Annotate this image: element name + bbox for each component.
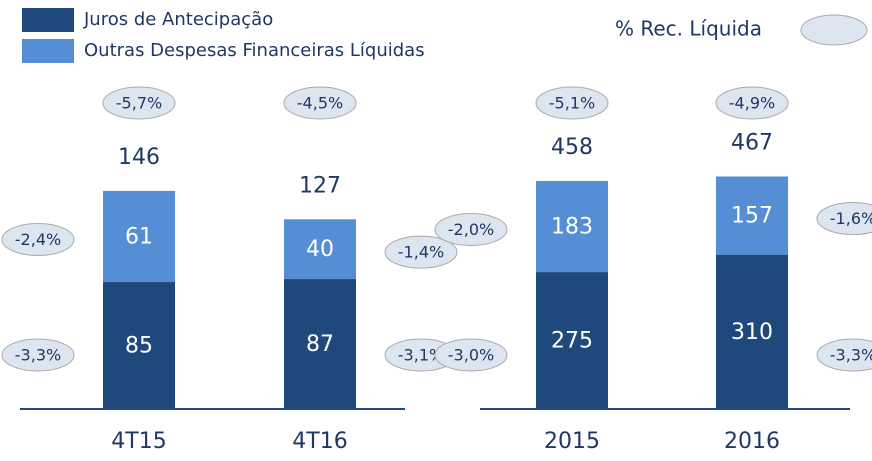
pct-bubble	[1, 222, 75, 256]
total-label: 146	[118, 145, 160, 170]
pct-bubble	[715, 86, 789, 120]
pct-label: -2,0%	[448, 220, 494, 239]
pct-bubble	[1, 338, 75, 372]
total-label: 467	[731, 130, 773, 155]
pct-bubble	[434, 213, 508, 247]
legend-label: Outras Despesas Financeiras Líquidas	[84, 40, 425, 61]
pct-label: -3,1%	[398, 346, 444, 365]
pct-label: -3,0%	[448, 346, 494, 365]
x-tick-label: 4T16	[292, 429, 347, 454]
bar-value-label: 85	[125, 334, 153, 359]
pct-label: -1,4%	[398, 243, 444, 262]
pct-label: -3,3%	[15, 346, 61, 365]
legend-swatch	[22, 8, 74, 32]
pct-label: -4,9%	[729, 94, 775, 113]
bar-value-label: 61	[125, 224, 153, 249]
bar-value-label: 310	[731, 320, 773, 345]
x-tick-label: 4T15	[111, 429, 166, 454]
total-label: 127	[299, 173, 341, 198]
bar-segment	[716, 254, 788, 409]
x-tick-label: 2015	[544, 429, 600, 454]
bar-value-label: 157	[731, 204, 773, 229]
pct-bubble	[384, 235, 458, 269]
pct-label: -5,7%	[116, 94, 162, 113]
pct-bubble	[535, 86, 609, 120]
pct-bubble	[102, 86, 176, 120]
pct-legend-label: % Rec. Líquida	[615, 17, 762, 41]
bar-segment	[103, 282, 175, 409]
pct-bubble	[434, 338, 508, 372]
pct-label: -4,5%	[297, 94, 343, 113]
pct-label: -3,3%	[830, 346, 872, 365]
pct-label: -1,6%	[830, 209, 872, 228]
pct-label: -5,1%	[549, 94, 595, 113]
bar-segment	[284, 279, 356, 409]
bar-segment	[103, 190, 175, 283]
x-tick-label: 2016	[724, 429, 780, 454]
pct-legend-icon	[800, 14, 868, 46]
pct-bubble	[816, 338, 872, 372]
bar-value-label: 87	[306, 332, 334, 357]
total-label: 458	[551, 135, 593, 160]
bar-value-label: 275	[551, 329, 593, 354]
pct-bubble	[816, 202, 872, 236]
bar-value-label: 183	[551, 215, 593, 240]
legend-label: Juros de Antecipação	[83, 9, 273, 30]
pct-bubble	[283, 86, 357, 120]
legend-swatch	[22, 39, 74, 63]
pct-label: -2,4%	[15, 230, 61, 249]
bar-segment	[284, 219, 356, 280]
bar-segment	[716, 176, 788, 255]
bar-segment	[536, 272, 608, 409]
bar-segment	[536, 180, 608, 273]
bar-value-label: 40	[306, 237, 334, 262]
